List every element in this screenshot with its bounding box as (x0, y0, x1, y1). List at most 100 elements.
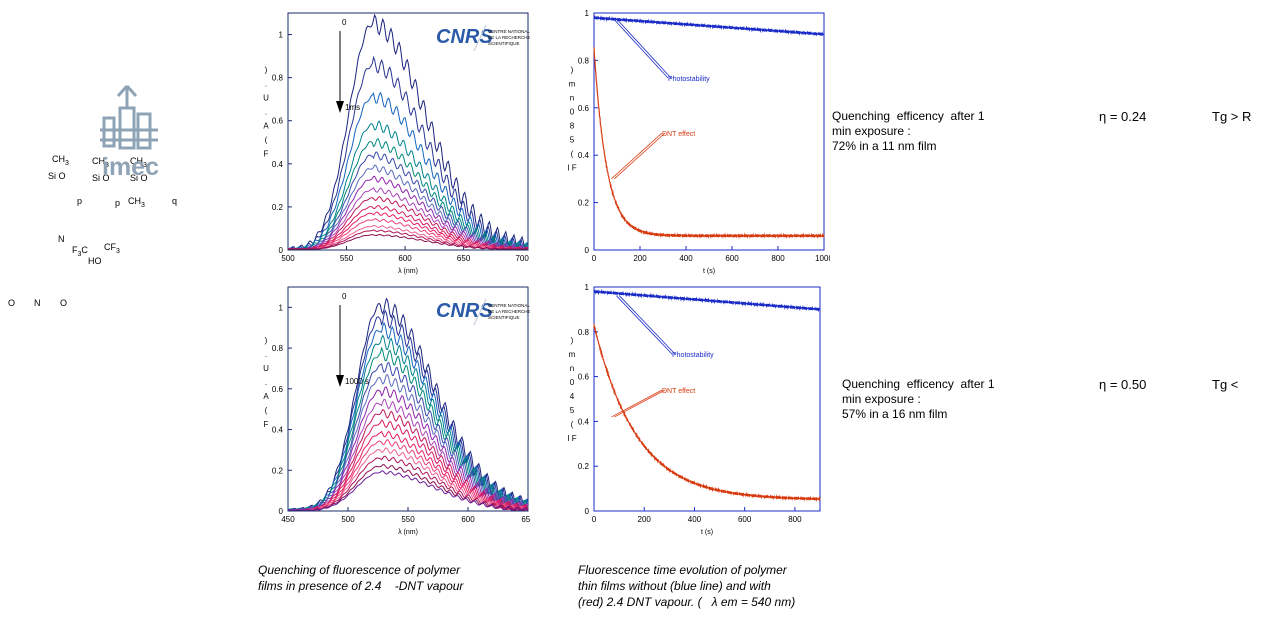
y-axis-label: 0 (570, 107, 575, 116)
x-axis-label: t (s) (703, 268, 715, 275)
y-axis-label: 5 (570, 135, 575, 144)
cnrs-logo-text: DE LA RECHERCHE (488, 35, 530, 40)
n-label: N (34, 298, 41, 308)
spectrum-series-line (288, 55, 529, 250)
o-label: O (8, 298, 16, 308)
annotation-arrow (610, 132, 663, 180)
x-tick-label: 0 (592, 254, 597, 263)
eta-value: η = 0.24 (1099, 109, 1147, 124)
y-axis-label: n (570, 364, 574, 373)
y-tick-label: 0.8 (578, 328, 590, 337)
y-axis-label: I F (567, 163, 576, 172)
spectrum-series-line (288, 374, 529, 511)
series-annotation-label: Photostability (668, 76, 710, 83)
spectrum-series-line (288, 470, 528, 511)
film-text: 57% in a 16 nm film (842, 407, 948, 421)
y-axis-label: m (569, 350, 576, 359)
annotation-arrow (616, 295, 673, 355)
x-axis-label: λ (nm) (398, 268, 418, 275)
y-axis-label: ) (571, 336, 574, 345)
series-annotation-label: Photostability (672, 352, 714, 359)
x-tick-label: 200 (633, 254, 647, 263)
x-tick-label: 800 (788, 515, 802, 524)
y-tick-label: 0 (585, 507, 590, 516)
si-o-label: Si O (92, 173, 110, 183)
spectrum-series-line (287, 91, 529, 250)
x-tick-label: 650 (457, 254, 471, 263)
x-tick-label: 600 (398, 254, 412, 263)
row-2-text: Quenching efficency after 1 min exposure… (842, 377, 995, 422)
x-tick-label: 550 (340, 254, 354, 263)
f3c-label: F3C (72, 245, 88, 258)
x-tick-label: 200 (638, 515, 652, 524)
caption-line: (red) 2.4 DNT vapour. ( λ em = 540 nm) (578, 595, 796, 609)
left-caption: Quenching of fluorescence of polymer fil… (258, 562, 463, 594)
spectrum-series-line (288, 229, 528, 250)
n-label: N (58, 234, 65, 244)
y-tick-label: 0.6 (272, 385, 284, 394)
cnrs-logo-text: CENTRE NATIONAL (488, 29, 530, 34)
arrow-start-label: 0 (342, 292, 347, 301)
annotation-arrow (614, 19, 669, 79)
ch3-label: CH3 (128, 196, 145, 209)
y-tick-label: 0 (585, 246, 590, 255)
y-axis-label: ( (265, 135, 268, 144)
x-tick-label: 400 (679, 254, 693, 263)
y-axis-label: n (570, 93, 574, 102)
caption-line: thin films without (blue line) and with (578, 579, 771, 593)
y-tick-label: 0.4 (578, 417, 590, 426)
eta-value: η = 0.50 (1099, 377, 1147, 392)
time-arrow-head (336, 101, 344, 113)
fluorescence-spectra-chart-top: 500 550 600 650 700 0 0.2 0.4 0.6 0.8 1 λ (nm)). U. A… (263, 12, 530, 275)
y-axis-label: 0 (570, 378, 575, 387)
arrow-start-label: 0 (342, 18, 347, 27)
spectrum-series-line (288, 447, 529, 511)
si-o-label: Si O (48, 171, 66, 181)
spectrum-series-line (288, 438, 529, 511)
x-tick-label: 400 (688, 515, 702, 524)
ho-label: HO (88, 256, 102, 266)
x-tick-label: 600 (725, 254, 739, 263)
spectrum-series-line (288, 186, 529, 250)
series-line (593, 47, 825, 240)
cnrs-logo-divider (473, 298, 487, 326)
x-tick-label: 500 (341, 515, 355, 524)
exposure-text: min exposure : (842, 392, 921, 406)
annotation-arrow (617, 19, 672, 79)
spectrum-series-line (288, 309, 529, 511)
y-tick-label: 1 (279, 31, 284, 40)
y-tick-label: 0 (279, 507, 284, 516)
q-label: q (172, 196, 178, 206)
y-axis-label: ( (571, 420, 574, 429)
y-tick-label: 0.2 (272, 466, 284, 475)
time-arrow-head (336, 375, 344, 387)
y-axis-label: m (569, 79, 576, 88)
y-tick-label: 0.2 (578, 199, 590, 208)
annotation-arrow (619, 295, 676, 355)
arrow-end-label: 1000 s (345, 377, 369, 386)
annotation-arrow (611, 389, 663, 418)
fluorescence-spectra-chart-bottom: 450 500 550 600 650 0 0.2 0.4 0.6 0.8 1 λ (nm)). U. A… (263, 286, 530, 536)
x-tick-label: 800 (771, 254, 785, 263)
cnrs-logo-text: SCIENTIFIQUE (488, 41, 520, 46)
y-axis-label: 8 (570, 121, 575, 130)
tg-value: Tg < (1212, 377, 1239, 392)
ch3-label: CH3 (92, 156, 109, 169)
spectrum-series-line (288, 175, 529, 250)
spectrum-series-line (288, 151, 528, 250)
y-axis-label: ) (571, 65, 574, 74)
x-tick-label: 1000 (815, 254, 830, 263)
y-axis-label: ) (265, 336, 268, 345)
cnrs-logo: CNRS (436, 300, 493, 322)
y-axis-label: I F (567, 434, 576, 443)
series-line (593, 14, 825, 37)
spectrum-series-line (288, 196, 529, 250)
y-axis-label: . (265, 350, 267, 359)
x-axis-label: λ (nm) (398, 529, 418, 536)
spectrum-series-line (288, 13, 529, 250)
y-tick-label: 0 (279, 246, 284, 255)
y-axis-label: U (263, 93, 269, 102)
series-annotation-label: DNT effect (662, 388, 695, 395)
y-axis-label: U (263, 364, 269, 373)
y-tick-label: 1 (279, 303, 284, 312)
